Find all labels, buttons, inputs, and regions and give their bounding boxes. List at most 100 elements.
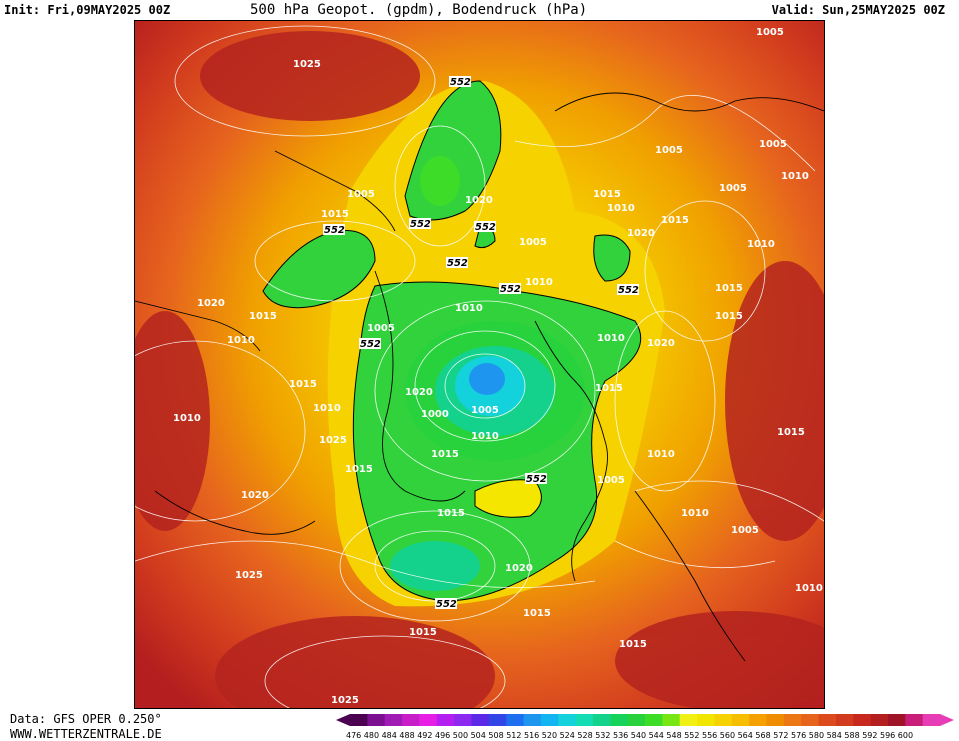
svg-text:552: 552 — [447, 258, 468, 269]
colorbar-swatch — [697, 714, 715, 726]
colorbar-tick-label: 548 — [666, 731, 681, 740]
chart-title: 500 hPa Geopot. (gpdm), Bodendruck (hPa) — [250, 2, 588, 18]
svg-text:1005: 1005 — [655, 145, 683, 156]
svg-text:1005: 1005 — [367, 323, 395, 334]
pressure-labels: 1005 1025 1005 1005 1010 1005 1005 1015 … — [173, 27, 823, 706]
svg-text:1010: 1010 — [647, 449, 675, 460]
colorbar-swatch — [853, 714, 872, 726]
colorbar-swatch — [419, 714, 438, 726]
colorbar-tick-label: 552 — [684, 731, 699, 740]
svg-text:1010: 1010 — [681, 508, 709, 519]
website-label: WWW.WETTERZENTRALE.DE — [10, 727, 162, 741]
colorbar-swatch — [662, 714, 681, 726]
colorbar-tick-label: 524 — [560, 731, 575, 740]
svg-text:1015: 1015 — [437, 508, 465, 519]
svg-text:1015: 1015 — [661, 215, 689, 226]
colorbar-tick-label: 600 — [898, 731, 913, 740]
svg-text:1005: 1005 — [347, 189, 375, 200]
init-time-label: Init: Fri,09MAY2025 00Z — [4, 3, 171, 17]
colorbar-swatch — [783, 714, 802, 726]
colorbar-swatch — [887, 714, 906, 726]
colorbar-tick-label: 596 — [880, 731, 895, 740]
colorbar-tick-label: 492 — [417, 731, 432, 740]
svg-text:1005: 1005 — [731, 525, 759, 536]
colorbar-tick-label: 516 — [524, 731, 539, 740]
colorbar-swatch — [471, 714, 490, 726]
svg-text:1020: 1020 — [647, 338, 675, 349]
colorbar-swatch — [870, 714, 889, 726]
valid-time-label: Valid: Sun,25MAY2025 00Z — [771, 3, 945, 17]
svg-text:552: 552 — [360, 339, 381, 350]
svg-text:1025: 1025 — [293, 59, 321, 70]
colorbar-tick-label: 476 — [346, 731, 361, 740]
svg-text:1005: 1005 — [519, 237, 547, 248]
svg-text:1015: 1015 — [619, 639, 647, 650]
svg-text:1010: 1010 — [471, 431, 499, 442]
colorbar-swatch — [367, 714, 386, 726]
colorbar-right-arrow — [940, 714, 954, 726]
svg-text:1015: 1015 — [431, 449, 459, 460]
svg-text:552: 552 — [410, 219, 431, 230]
colorbar-swatch — [454, 714, 472, 726]
colorbar-swatch — [714, 714, 733, 726]
colorbar-swatch — [558, 714, 577, 726]
colorbar-swatch — [818, 714, 837, 726]
colorbar-tick-label: 520 — [542, 731, 557, 740]
colorbar-swatch — [506, 714, 525, 726]
svg-text:1005: 1005 — [471, 405, 499, 416]
svg-text:1015: 1015 — [409, 627, 437, 638]
svg-text:1015: 1015 — [523, 608, 551, 619]
svg-text:1010: 1010 — [597, 333, 625, 344]
svg-text:552: 552 — [618, 285, 639, 296]
geopotential-contour-labels: 552 552 552 552 552 552 552 552 552 552 — [323, 76, 639, 610]
svg-text:552: 552 — [500, 284, 521, 295]
svg-text:1010: 1010 — [747, 239, 775, 250]
svg-text:552: 552 — [436, 599, 457, 610]
svg-text:1015: 1015 — [715, 311, 743, 322]
svg-text:552: 552 — [475, 222, 496, 233]
colorbar-tick-label: 484 — [382, 731, 397, 740]
colorbar-swatch — [402, 714, 420, 726]
colorbar-tick-label: 528 — [577, 731, 592, 740]
colorbar-tick-label: 500 — [453, 731, 468, 740]
svg-text:1015: 1015 — [777, 427, 805, 438]
colorbar-swatch — [835, 714, 854, 726]
colorbar-tick-label: 564 — [738, 731, 753, 740]
svg-text:1010: 1010 — [313, 403, 341, 414]
colorbar-tick-label: 532 — [595, 731, 610, 740]
colorbar-swatch — [436, 714, 455, 726]
svg-text:1020: 1020 — [405, 387, 433, 398]
colorbar-tick-label: 580 — [809, 731, 824, 740]
colorbar-swatch — [540, 714, 559, 726]
data-source-label: Data: GFS OPER 0.250° — [10, 712, 162, 726]
svg-text:1005: 1005 — [719, 183, 747, 194]
colorbar-tick-label: 480 — [364, 731, 379, 740]
weather-map: 552 552 552 552 552 552 552 552 552 552 … — [134, 20, 825, 709]
colorbar-left-arrow — [336, 714, 350, 726]
svg-text:552: 552 — [526, 474, 547, 485]
colorbar-tick-label: 504 — [471, 731, 486, 740]
color-scale: 476 480 484 488 492 496 500 504 508 512 516 520 524 5… — [336, 714, 954, 740]
svg-text:1005: 1005 — [759, 139, 787, 150]
isobar-lines — [135, 25, 824, 708]
colorbar-swatch — [749, 714, 767, 726]
colorbar-swatch — [905, 714, 924, 726]
svg-text:1005: 1005 — [756, 27, 784, 38]
svg-text:1015: 1015 — [595, 383, 623, 394]
colorbar-tick-label: 512 — [506, 731, 521, 740]
colorbar-tick-label: 536 — [613, 731, 628, 740]
colorbar-swatch — [575, 714, 594, 726]
colorbar-swatch — [350, 714, 368, 726]
colorbar-tick-label: 560 — [720, 731, 735, 740]
svg-text:1010: 1010 — [607, 203, 635, 214]
colorbar-swatch — [610, 714, 629, 726]
svg-text:1015: 1015 — [289, 379, 317, 390]
colorbar-swatch — [731, 714, 750, 726]
colorbar-swatch — [627, 714, 646, 726]
coastlines — [135, 92, 824, 662]
svg-text:1015: 1015 — [345, 464, 373, 475]
yellow-pocket — [474, 479, 542, 518]
svg-text:1015: 1015 — [249, 311, 277, 322]
warm-high-regions — [135, 31, 824, 708]
colorbar-swatch — [801, 714, 820, 726]
